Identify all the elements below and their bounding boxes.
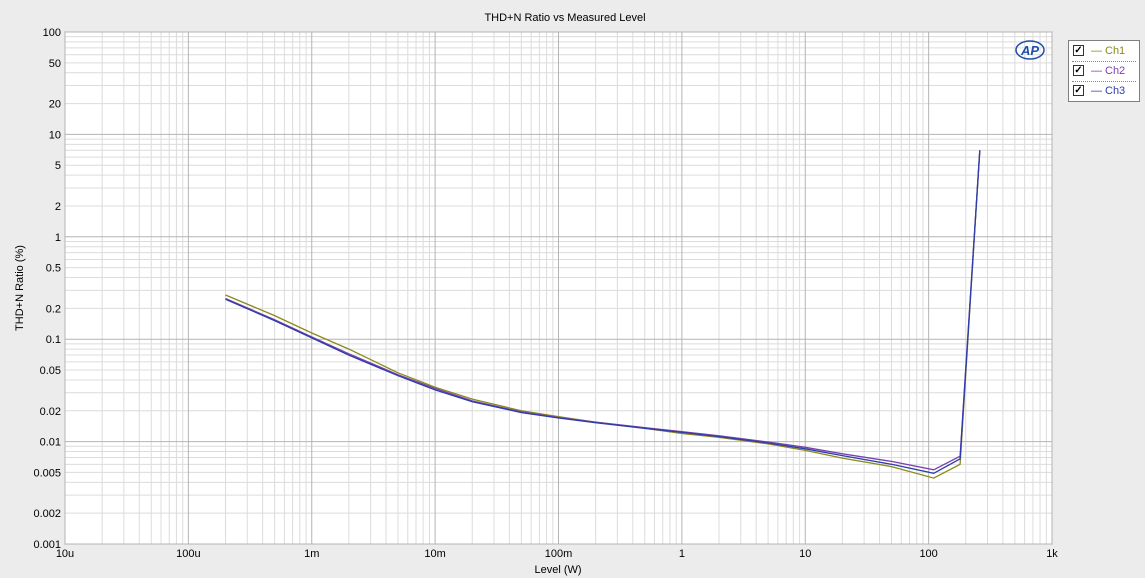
checkbox-ch3[interactable]: ✓ xyxy=(1073,85,1084,96)
y-tick-label: 0.005 xyxy=(33,467,61,479)
x-tick-label: 1 xyxy=(679,548,685,560)
y-tick-labels: 100 50 20 10 5 2 1 0.5 0.2 0.1 0.05 0.02 0.01 0.005 0.… xyxy=(33,27,61,551)
legend-item-ch3[interactable]: ✓ — Ch3 xyxy=(1073,83,1137,99)
series-layer xyxy=(225,150,981,479)
y-axis-label: THD+N Ratio (%) xyxy=(14,245,26,331)
y-tick-label: 0.05 xyxy=(40,365,61,377)
x-tick-label: 1k xyxy=(1046,548,1058,560)
legend-divider xyxy=(1072,61,1136,62)
y-tick-label: 2 xyxy=(55,201,61,213)
x-tick-label: 100 xyxy=(919,548,937,560)
legend-label-ch2: Ch2 xyxy=(1105,65,1126,77)
y-tick-label: 100 xyxy=(43,27,61,39)
legend-label-ch3: Ch3 xyxy=(1105,85,1126,97)
checkbox-ch2[interactable]: ✓ xyxy=(1073,65,1084,76)
legend-label-ch1: Ch1 xyxy=(1105,45,1126,57)
x-tick-label: 10 xyxy=(799,548,811,560)
y-tick-label: 0.2 xyxy=(46,303,61,315)
x-tick-label: 1m xyxy=(304,548,319,560)
x-tick-label: 100m xyxy=(545,548,573,560)
ap-logo-text: AP xyxy=(1020,43,1039,58)
x-tick-label: 10u xyxy=(56,548,74,560)
x-axis-label: Level (W) xyxy=(534,564,581,576)
x-tick-label: 100u xyxy=(176,548,200,560)
y-tick-label: 10 xyxy=(49,129,61,141)
y-tick-label: 1 xyxy=(55,232,61,244)
y-tick-label: 0.5 xyxy=(46,263,61,275)
y-tick-label: 20 xyxy=(49,99,61,111)
series-line-ch3 xyxy=(225,150,981,474)
legend-dash-ch3: — xyxy=(1091,85,1102,97)
chart-title: THD+N Ratio vs Measured Level xyxy=(484,12,645,24)
y-tick-label: 50 xyxy=(49,58,61,70)
y-tick-label: 0.001 xyxy=(33,539,61,551)
y-tick-label: 0.002 xyxy=(33,508,61,520)
ap-logo: AP xyxy=(1015,40,1045,60)
x-tick-labels: 10u 100u 1m 10m 100m 1 10 100 1k xyxy=(56,548,1058,560)
legend-item-ch2[interactable]: ✓ — Ch2 xyxy=(1073,63,1137,79)
y-tick-label: 0.02 xyxy=(40,406,61,418)
legend-dash-ch1: — xyxy=(1091,45,1102,57)
y-tick-label: 5 xyxy=(55,160,61,172)
legend: ✓ — Ch1 ✓ — Ch2 ✓ — Ch3 xyxy=(1068,40,1140,102)
legend-item-ch1[interactable]: ✓ — Ch1 xyxy=(1073,43,1137,59)
major-grid xyxy=(64,31,1053,545)
x-tick-label: 10m xyxy=(424,548,445,560)
y-tick-label: 0.1 xyxy=(46,334,61,346)
legend-divider xyxy=(1072,81,1136,82)
legend-dash-ch2: — xyxy=(1091,65,1102,77)
y-tick-label: 0.01 xyxy=(40,437,61,449)
checkbox-ch1[interactable]: ✓ xyxy=(1073,45,1084,56)
